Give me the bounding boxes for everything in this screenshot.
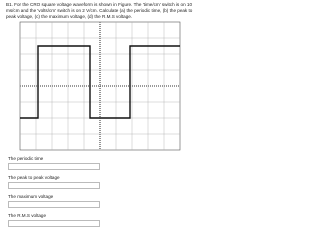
answer-label: The periodic time [8, 156, 44, 161]
square-waveform [20, 45, 180, 119]
page: B1. For the CRO square voltage waveform … [6, 2, 193, 227]
answer-label: The R.M.S voltage [8, 213, 47, 218]
answer-input[interactable] [8, 220, 100, 227]
oscilloscope-figure [19, 21, 181, 151]
center-axes [20, 22, 180, 150]
answer-label: The peak to peak voltage [8, 175, 60, 180]
answer-input[interactable] [8, 201, 100, 208]
answer-label: The maximum voltage [8, 194, 54, 199]
answer-input[interactable] [8, 182, 100, 189]
answer-input[interactable] [8, 163, 100, 170]
question-text: B1. For the CRO square voltage waveform … [6, 2, 193, 19]
